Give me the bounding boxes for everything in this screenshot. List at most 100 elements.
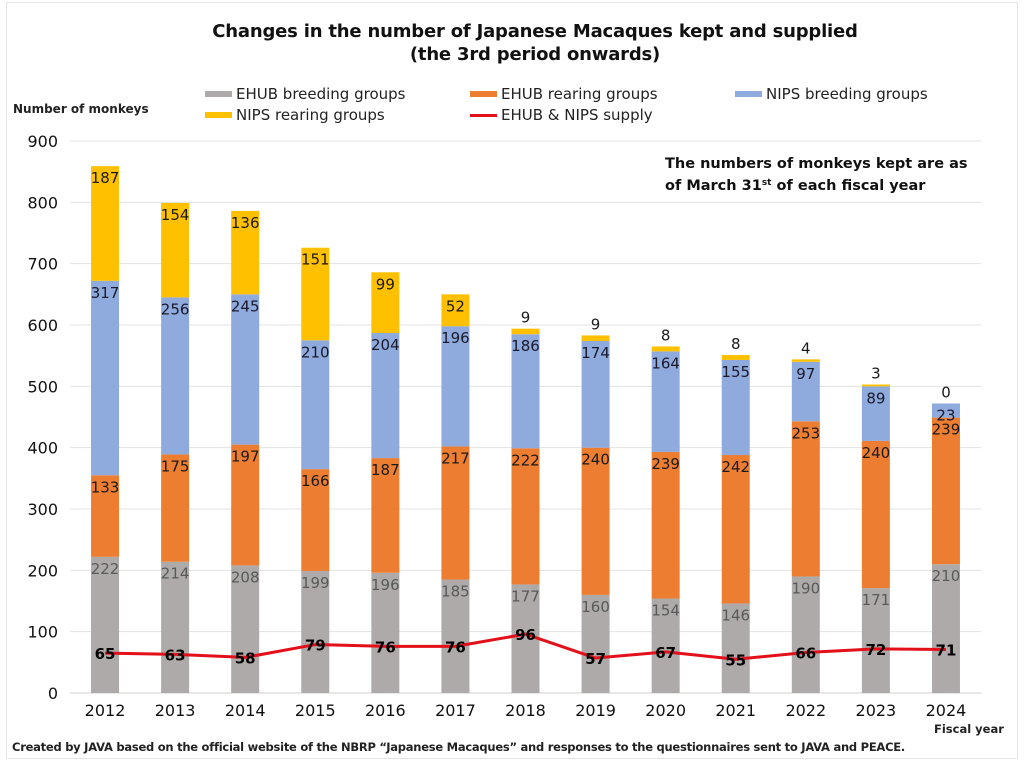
data-label: 210: [932, 567, 961, 585]
annotation-line2-text: of March 31: [665, 178, 762, 194]
bar-segment: [301, 340, 330, 470]
data-label: 136: [231, 214, 260, 232]
x-tick-label: 2014: [225, 701, 266, 720]
annotation-note: The numbers of monkeys kept are as of Ma…: [665, 155, 968, 196]
data-label: 199: [301, 574, 330, 592]
bar-segment: [91, 166, 120, 281]
x-tick-label: 2018: [505, 701, 546, 720]
bar-segment: [91, 475, 120, 557]
bar-segment: [511, 334, 540, 449]
data-label: 99: [376, 275, 395, 293]
bar-segment: [721, 359, 750, 456]
supply-data-label: 79: [305, 637, 326, 655]
x-tick-label: 2016: [365, 701, 406, 720]
bar-segment: [931, 403, 960, 418]
supply-data-label: 57: [585, 650, 606, 668]
legend-label: EHUB rearing groups: [501, 85, 658, 103]
source-note: Created by JAVA based on the official we…: [12, 740, 905, 754]
annotation-superscript: st: [761, 178, 772, 188]
legend-item-ehub-rearing: EHUB rearing groups: [470, 85, 658, 103]
data-labels: 222 133 317 187 214 175 256 154 208 197 245 136 199 1…: [91, 169, 961, 669]
x-axis-title: Fiscal year: [934, 722, 1004, 736]
bar-segment: [231, 444, 260, 566]
bar-segment: [861, 588, 890, 693]
data-label: 52: [446, 297, 465, 315]
legend-label: NIPS breeding groups: [766, 85, 928, 103]
data-label: 9: [521, 309, 531, 327]
y-tick-label: 0: [48, 684, 58, 703]
bar-stack-2020: [651, 346, 680, 693]
supply-data-label: 55: [725, 651, 746, 669]
data-label: 242: [721, 458, 750, 476]
bar-segment: [651, 451, 680, 599]
data-label: 196: [441, 329, 470, 347]
bar-segment: [511, 328, 540, 335]
data-label: 155: [721, 363, 750, 381]
supply-data-label: 66: [795, 645, 816, 663]
data-label: 197: [231, 448, 260, 466]
data-label: 210: [301, 343, 330, 361]
supply-data-label: 76: [375, 638, 396, 656]
legend-item-nips-rearing: NIPS rearing groups: [205, 106, 385, 124]
bar-stack-2015: [301, 247, 330, 693]
bar-segment: [861, 386, 890, 441]
data-label: 175: [161, 457, 190, 475]
annotation-line1: The numbers of monkeys kept are as: [665, 156, 968, 172]
bar-segment: [371, 572, 400, 693]
bar-stack-2024: [931, 403, 960, 693]
data-label: 160: [581, 598, 610, 616]
bar-segment: [931, 417, 960, 565]
y-tick-label: 800: [27, 193, 58, 212]
bar-segment: [791, 421, 820, 577]
y-tick-labels: 0 100 200 300 400 500 600 700 800 900: [27, 132, 58, 703]
x-tick-label: 2012: [85, 701, 126, 720]
bar-stack-2016: [371, 272, 400, 693]
bar-segment: [161, 297, 190, 455]
y-tick-label: 400: [27, 439, 58, 458]
x-tick-labels: 2012 2013 2014 2015 2016 2017 2018 2019 2020 2021…: [85, 701, 967, 720]
bar-segment: [721, 355, 750, 360]
data-label: 177: [511, 587, 540, 605]
chart-title-line1: Changes in the number of Japanese Macaqu…: [212, 21, 858, 42]
data-label: 0: [941, 384, 951, 402]
bar-segment: [791, 361, 820, 422]
data-label: 240: [862, 444, 891, 462]
supply-data-label: 67: [655, 644, 676, 662]
data-label: 8: [661, 326, 671, 344]
bar-segment: [441, 294, 470, 327]
bar-segment: [231, 210, 260, 295]
data-label: 3: [871, 364, 881, 382]
bar-stack-2019: [581, 335, 610, 693]
data-label: 208: [231, 568, 260, 586]
bar-segment: [371, 332, 400, 459]
data-label: 214: [161, 565, 190, 583]
x-tick-label: 2013: [155, 701, 196, 720]
bar-segment: [91, 280, 120, 476]
legend-swatch-nips-breeding: [735, 91, 762, 97]
bar-stacks: [91, 166, 960, 693]
x-tick-label: 2024: [926, 701, 967, 720]
data-label: 239: [651, 455, 680, 473]
annotation-line2-end: of each fiscal year: [771, 178, 926, 194]
x-tick-label: 2021: [715, 701, 756, 720]
data-label: 9: [591, 315, 601, 333]
data-label: 154: [161, 206, 190, 224]
bar-stack-2021: [721, 355, 750, 693]
data-label: 187: [91, 169, 120, 187]
data-label: 187: [371, 461, 400, 479]
bar-segment: [441, 326, 470, 447]
bar-segment: [651, 351, 680, 452]
data-label: 8: [731, 335, 741, 353]
bar-stack-2012: [91, 166, 120, 693]
bar-segment: [161, 202, 190, 298]
bar-segment: [581, 340, 610, 448]
bar-segment: [231, 565, 260, 693]
supply-data-label: 96: [515, 626, 536, 644]
data-label: 245: [231, 297, 260, 315]
supply-data-label: 65: [95, 645, 116, 663]
bar-segment: [511, 448, 540, 585]
data-label: 217: [441, 449, 470, 467]
data-label: 204: [371, 336, 400, 354]
bar-segment: [371, 458, 400, 573]
x-tick-label: 2019: [575, 701, 616, 720]
